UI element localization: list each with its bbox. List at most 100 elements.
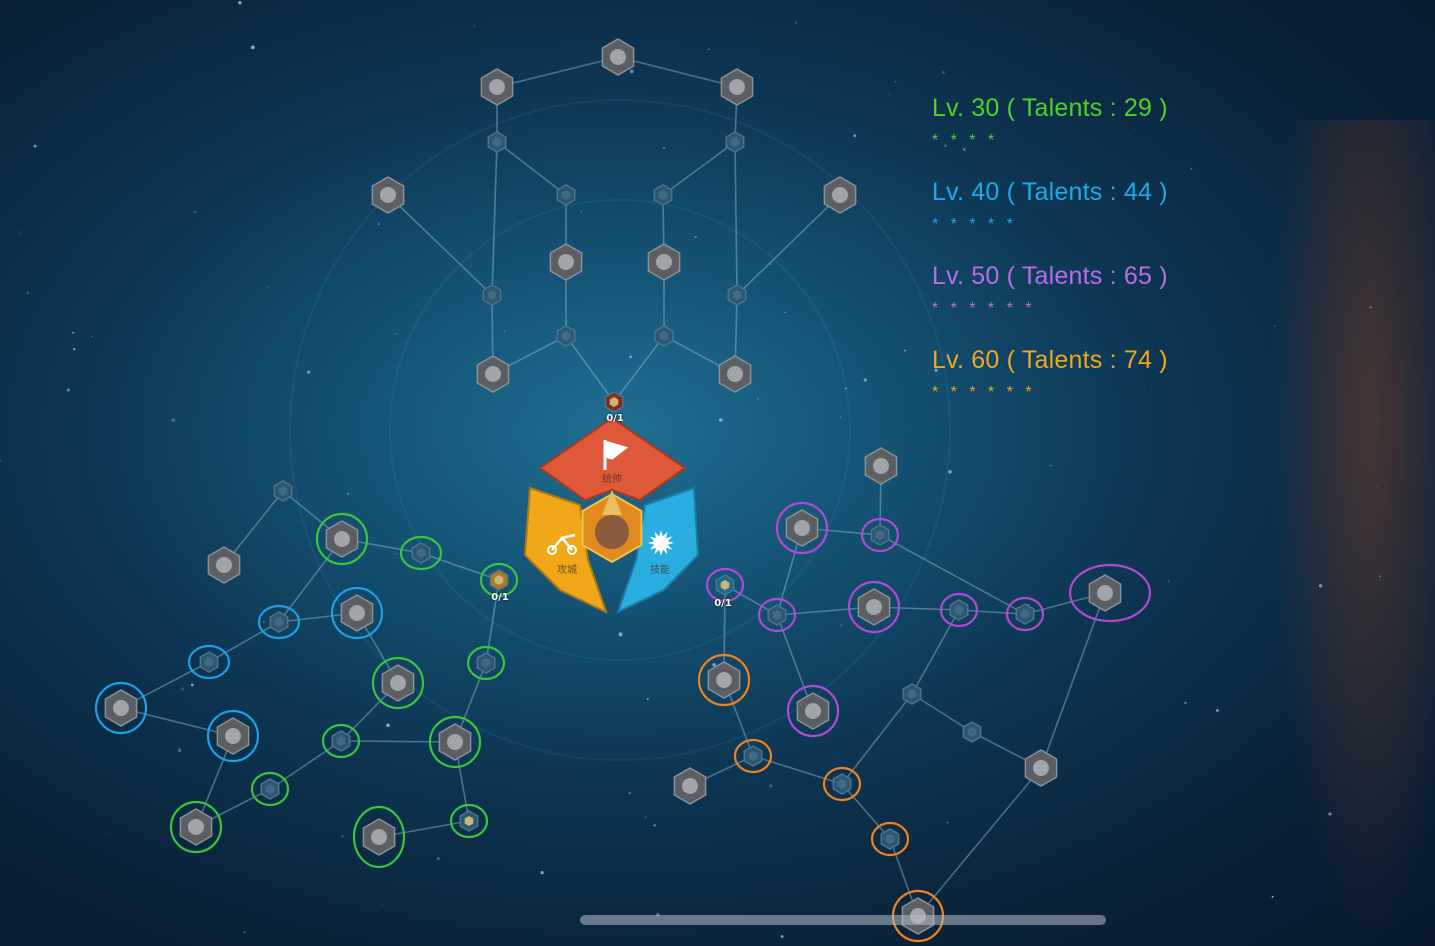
- level-legend: Lv. 30 ( Talents : 29 ) * * * * Lv. 40 (…: [932, 94, 1168, 430]
- star: [629, 69, 634, 74]
- hex-core: [748, 751, 758, 761]
- talent-node-skull[interactable]: [1024, 749, 1058, 787]
- star: [72, 331, 75, 334]
- star: [1318, 584, 1323, 588]
- talent-node[interactable]: [482, 284, 502, 306]
- hex-core: [659, 331, 669, 341]
- hex-core: [1020, 609, 1030, 619]
- talent-node[interactable]: [870, 821, 910, 857]
- ring-highlight: [449, 803, 489, 839]
- star: [73, 347, 76, 351]
- talent-node-anvil[interactable]: [549, 243, 583, 281]
- talent-node[interactable]: [187, 644, 231, 680]
- talent-node-scroll[interactable]: [720, 68, 754, 106]
- star: [241, 34, 243, 36]
- scroll-icon: [729, 79, 745, 95]
- talent-node[interactable]: [654, 325, 674, 347]
- talent-node-rune[interactable]: [786, 684, 840, 738]
- commander-face: [595, 515, 629, 549]
- star: [473, 25, 475, 27]
- talent-link: [1040, 592, 1106, 769]
- ring-highlight: [94, 681, 148, 735]
- hex-core: [720, 580, 730, 590]
- talent-node[interactable]: [321, 723, 361, 759]
- star: [903, 349, 906, 352]
- talent-node[interactable]: [273, 480, 293, 502]
- talent-node-claw[interactable]: [673, 767, 707, 805]
- star: [346, 492, 350, 496]
- star: [629, 355, 633, 359]
- talent-node[interactable]: [399, 535, 443, 571]
- talent-node-gear[interactable]: [330, 586, 384, 640]
- talent-node-drop[interactable]: [94, 681, 148, 735]
- talent-node-round-shield[interactable]: [371, 176, 405, 214]
- talent-node-scroll[interactable]: [847, 580, 901, 634]
- talent-node-siege-start[interactable]: [479, 562, 519, 598]
- talent-node-crown[interactable]: [601, 38, 635, 76]
- talent-node[interactable]: [1005, 596, 1045, 632]
- star: [238, 1, 242, 5]
- talent-node-boulder[interactable]: [371, 656, 425, 710]
- hex-core: [875, 530, 885, 540]
- talent-node[interactable]: [902, 683, 922, 705]
- siege-segment[interactable]: [523, 486, 608, 614]
- talent-node[interactable]: [727, 284, 747, 306]
- ring-highlight: [822, 766, 862, 802]
- legend-lv60: Lv. 60 ( Talents : 74 ): [932, 346, 1168, 374]
- talent-node-shield-helm[interactable]: [647, 243, 681, 281]
- star: [863, 378, 867, 382]
- talent-node-wheel[interactable]: [428, 715, 482, 769]
- talent-link: [613, 335, 665, 403]
- talent-link: [420, 552, 500, 581]
- commander-figure: [1270, 120, 1435, 946]
- hand-icon: [1097, 585, 1113, 601]
- hex-core: [481, 658, 491, 668]
- talent-node-skill-start[interactable]: [705, 567, 745, 603]
- star: [377, 222, 381, 226]
- talent-node[interactable]: [733, 738, 773, 774]
- talent-node[interactable]: [257, 604, 301, 640]
- orbit-ring: [289, 99, 951, 761]
- talent-node-fire-arrow[interactable]: [206, 709, 260, 763]
- talent-node[interactable]: [962, 721, 982, 743]
- hex-core: [561, 190, 571, 200]
- talent-node-heart[interactable]: [864, 447, 898, 485]
- star: [263, 621, 265, 623]
- talent-node-wall[interactable]: [352, 805, 406, 869]
- star: [784, 311, 786, 314]
- ring-highlight: [371, 656, 425, 710]
- talent-node[interactable]: [449, 803, 489, 839]
- talent-node-fist[interactable]: [315, 512, 369, 566]
- talent-node[interactable]: [822, 766, 862, 802]
- talent-node-flag[interactable]: [476, 355, 510, 393]
- talent-node[interactable]: [725, 131, 745, 153]
- talent-node-cross-shield[interactable]: [697, 653, 751, 707]
- anvil-icon: [558, 254, 574, 270]
- horizontal-scrollbar[interactable]: [580, 915, 1106, 925]
- talent-node[interactable]: [487, 131, 507, 153]
- talent-node-hammers[interactable]: [169, 800, 223, 854]
- talent-node[interactable]: [860, 517, 900, 553]
- talent-node[interactable]: [939, 592, 979, 628]
- scroll-icon: [866, 599, 882, 615]
- talent-node[interactable]: [653, 184, 673, 206]
- talent-node[interactable]: [556, 325, 576, 347]
- talent-node-leadership-start[interactable]: [604, 391, 624, 413]
- star: [1379, 575, 1381, 578]
- talent-node-swirl[interactable]: [480, 68, 514, 106]
- star: [243, 931, 246, 934]
- talent-node-barrel[interactable]: [207, 546, 241, 584]
- talent-node[interactable]: [556, 184, 576, 206]
- talent-node-flame[interactable]: [775, 501, 829, 555]
- talent-node[interactable]: [466, 645, 506, 681]
- talent-node[interactable]: [250, 771, 290, 807]
- talent-node[interactable]: [757, 597, 797, 633]
- talent-node-hand[interactable]: [1068, 563, 1152, 623]
- talent-link: [120, 707, 234, 737]
- flag-icon: [603, 440, 629, 470]
- star: [685, 391, 687, 393]
- star: [177, 748, 182, 753]
- talent-node-feather[interactable]: [718, 355, 752, 393]
- talent-link: [911, 693, 973, 733]
- talent-node-sword[interactable]: [823, 176, 857, 214]
